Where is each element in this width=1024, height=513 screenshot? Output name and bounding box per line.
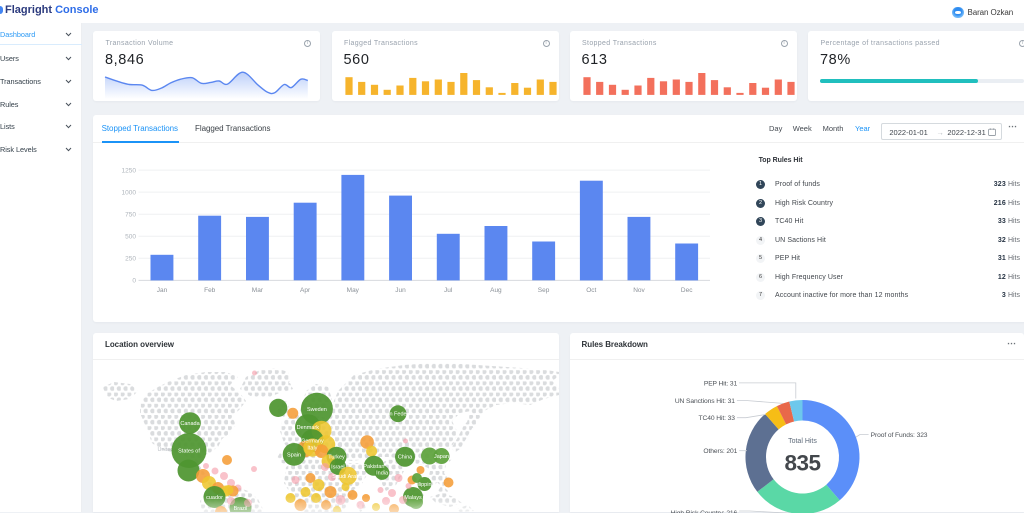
svg-text:0: 0	[132, 278, 136, 285]
svg-text:Sep: Sep	[538, 287, 550, 294]
svg-text:TC40 Hit: 33: TC40 Hit: 33	[698, 415, 735, 422]
svg-text:750: 750	[125, 211, 136, 218]
svg-text:Italy: Italy	[307, 446, 317, 452]
svg-text:Total Hits: Total Hits	[788, 438, 817, 445]
svg-text:PEP Hit: 31: PEP Hit: 31	[703, 380, 737, 387]
svg-text:500: 500	[125, 233, 136, 240]
svg-text:835: 835	[784, 450, 820, 475]
svg-text:Germany: Germany	[301, 439, 324, 445]
svg-text:States of: States of	[178, 449, 200, 455]
svg-text:Jun: Jun	[395, 287, 406, 294]
svg-text:Others: 201: Others: 201	[703, 448, 737, 455]
svg-text:China: China	[397, 455, 412, 461]
svg-text:Aug: Aug	[490, 287, 502, 294]
svg-text:Jul: Jul	[444, 287, 453, 294]
svg-text:UN Sanctions Hit: 31: UN Sanctions Hit: 31	[674, 397, 734, 404]
svg-text:Spain: Spain	[287, 452, 301, 458]
svg-text:Saudi Arabia: Saudi Arabia	[332, 474, 364, 480]
svg-text:Dec: Dec	[681, 287, 693, 294]
svg-text:High Risk Country: 216: High Risk Country: 216	[670, 510, 737, 513]
svg-text:May: May	[347, 287, 360, 294]
svg-text:250: 250	[125, 256, 136, 263]
svg-text:Turkey: Turkey	[328, 455, 345, 461]
svg-text:1000: 1000	[122, 189, 137, 196]
svg-text:Jan: Jan	[157, 287, 168, 294]
svg-text:Apr: Apr	[300, 287, 311, 294]
svg-text:Sweden: Sweden	[306, 407, 326, 413]
svg-text:Canada: Canada	[180, 421, 200, 427]
svg-text:1250: 1250	[122, 167, 137, 174]
svg-text:India: India	[376, 471, 389, 477]
svg-text:ilippin: ilippin	[417, 482, 431, 488]
svg-text:Nov: Nov	[633, 287, 645, 294]
svg-text:Pakistan: Pakistan	[363, 464, 384, 470]
svg-text:Feb: Feb	[204, 287, 216, 294]
svg-text:Japan: Japan	[434, 454, 449, 460]
svg-text:Oct: Oct	[586, 287, 596, 294]
svg-text:Israel: Israel	[331, 465, 344, 471]
svg-text:n Fede: n Fede	[389, 412, 406, 418]
svg-text:Mar: Mar	[252, 287, 264, 294]
svg-text:Denmark: Denmark	[296, 425, 319, 431]
svg-text:Proof of Funds: 323: Proof of Funds: 323	[870, 431, 927, 438]
svg-text:United: United	[157, 447, 173, 453]
